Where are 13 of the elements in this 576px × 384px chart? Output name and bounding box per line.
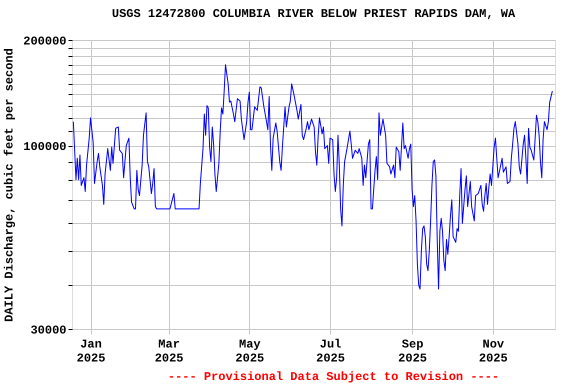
x-tick-label: Jul 2025	[316, 338, 345, 366]
y-tick-label: 100000	[23, 140, 66, 154]
x-tick-label: Jan 2025	[76, 338, 106, 366]
y-tick-label: 200000	[23, 34, 66, 48]
text: ---- Provisional Data Subject to Revision ----	[168, 370, 500, 384]
x-tick-label: Nov 2025	[478, 338, 508, 366]
chart-title: USGS 12472800 COLUMBIA RIVER BELOW PRIEST RAPIDS DAM, WA	[112, 7, 516, 21]
x-tick-label: May 2025	[235, 338, 264, 366]
x-tick-label: Mar 2025	[154, 338, 184, 366]
y-tick-label: 30000	[30, 324, 66, 338]
line-series	[72, 64, 553, 290]
x-tick-label: Sep 2025	[398, 338, 427, 366]
y-axis-title: DAILY Discharge, cubic feet per second	[2, 48, 16, 322]
